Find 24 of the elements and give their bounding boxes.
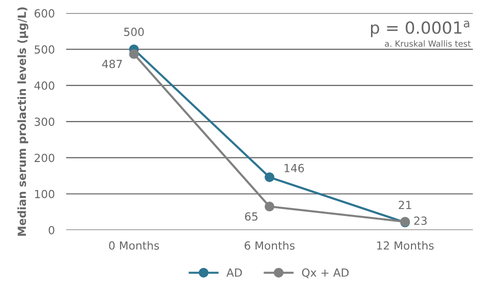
y-tick-label: 200: [34, 154, 54, 162]
y-axis-title: Median serum prolactin levels (µg/L): [17, 7, 28, 236]
data-label: 21: [398, 200, 412, 209]
x-tick-label: 0 Months: [109, 241, 159, 250]
legend-label: AD: [226, 268, 242, 277]
x-tick-label: 6 Months: [244, 241, 295, 250]
y-tick-label: 400: [34, 81, 54, 90]
data-label: 500: [124, 28, 144, 36]
data-label: 65: [245, 212, 258, 221]
y-tick-label: 600: [34, 9, 54, 18]
data-label: 146: [284, 164, 304, 172]
y-tick-label: 300: [34, 118, 54, 126]
x-tick-label: 12 Months: [377, 241, 434, 250]
point: [129, 49, 139, 59]
annotation: p = 0.0001$^{a}$: [370, 20, 470, 38]
y-tick-label: 100: [35, 190, 54, 198]
point: [264, 172, 274, 182]
y-tick-label: 500: [34, 45, 54, 54]
y-tick-label: 0: [48, 226, 54, 234]
legend-label: Qx + AD: [302, 268, 349, 278]
data-label: 23: [414, 216, 427, 225]
data-label: 487: [102, 60, 122, 68]
annotation: a. Kruskal Wallis test: [384, 40, 471, 47]
point: [264, 202, 274, 212]
